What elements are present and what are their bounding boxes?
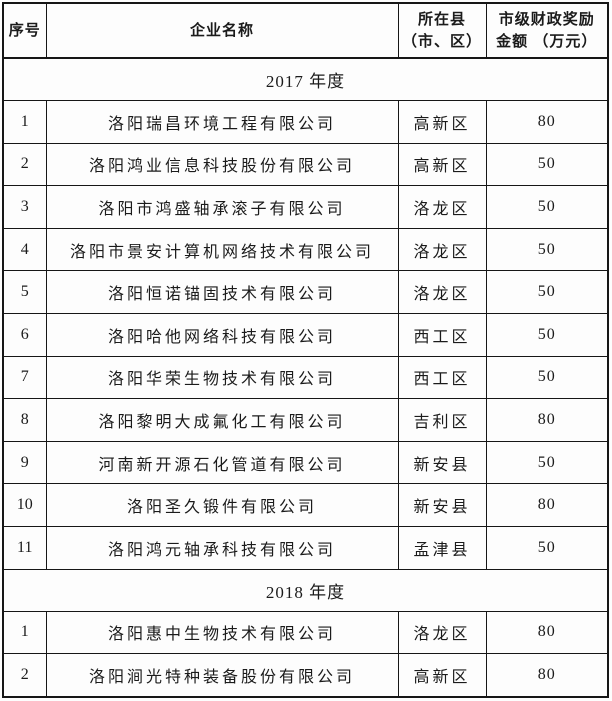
cell-serial: 3	[2, 185, 47, 229]
table-row: 5 洛阳恒诺锚固技术有限公司 洛龙区 50	[2, 270, 609, 314]
header-enterprise-name: 企业名称	[45, 2, 399, 59]
cell-district: 新安县	[397, 483, 487, 527]
cell-serial: 5	[2, 270, 47, 314]
cell-amount: 50	[485, 270, 609, 314]
section-row-2017: 2017 年度	[2, 57, 609, 101]
table-row: 1 洛阳瑞昌环境工程有限公司 高新区 80	[2, 100, 609, 144]
cell-district: 新安县	[397, 440, 487, 485]
header-reward-amount: 市级财政奖励 金额 （万元）	[485, 2, 609, 59]
cell-amount: 50	[485, 355, 609, 400]
cell-serial: 9	[2, 440, 47, 485]
cell-enterprise-name: 洛阳鸿元轴承科技有限公司	[45, 525, 399, 570]
table-row: 10 洛阳圣久锻件有限公司 新安县 80	[2, 483, 609, 527]
cell-district: 西工区	[397, 312, 487, 357]
header-district-line1: 所在县	[417, 10, 466, 28]
cell-amount: 80	[485, 483, 609, 527]
cell-enterprise-name: 河南新开源石化管道有限公司	[45, 440, 399, 485]
table-row: 8 洛阳黎明大成氟化工有限公司 吉利区 80	[2, 398, 609, 442]
cell-amount: 50	[485, 227, 609, 272]
cell-district: 洛龙区	[397, 270, 487, 314]
cell-enterprise-name: 洛阳市景安计算机网络技术有限公司	[45, 227, 399, 272]
cell-serial: 11	[2, 525, 47, 570]
cell-serial: 7	[2, 355, 47, 400]
cell-serial: 2	[2, 142, 47, 187]
header-serial-number: 序号	[2, 2, 47, 59]
cell-serial: 6	[2, 312, 47, 357]
section-row-2018: 2018 年度	[2, 568, 609, 612]
cell-enterprise-name: 洛阳鸿业信息科技股份有限公司	[45, 142, 399, 187]
cell-amount: 80	[485, 610, 609, 655]
cell-district: 高新区	[397, 142, 487, 187]
cell-amount: 50	[485, 525, 609, 570]
cell-district: 吉利区	[397, 398, 487, 442]
cell-enterprise-name: 洛阳恒诺锚固技术有限公司	[45, 270, 399, 314]
cell-amount: 80	[485, 100, 609, 144]
table-row: 1 洛阳惠中生物技术有限公司 洛龙区 80	[2, 610, 609, 655]
cell-serial: 8	[2, 398, 47, 442]
cell-enterprise-name: 洛阳惠中生物技术有限公司	[45, 610, 399, 655]
cell-serial: 10	[2, 483, 47, 527]
section-title-2017: 2017 年度	[2, 57, 609, 101]
cell-amount: 50	[485, 142, 609, 187]
cell-district: 洛龙区	[397, 185, 487, 229]
cell-enterprise-name: 洛阳华荣生物技术有限公司	[45, 355, 399, 400]
cell-serial: 1	[2, 610, 47, 655]
cell-district: 西工区	[397, 355, 487, 400]
header-reward-amount-line1: 市级财政奖励	[498, 10, 595, 28]
section-title-2018: 2018 年度	[2, 568, 609, 612]
table-row: 6 洛阳哈他网络科技有限公司 西工区 50	[2, 312, 609, 357]
cell-district: 洛龙区	[397, 227, 487, 272]
cell-enterprise-name: 洛阳黎明大成氟化工有限公司	[45, 398, 399, 442]
cell-amount: 80	[485, 398, 609, 442]
header-row: 序号 企业名称 所在县 （市、区） 市级财政奖励 金额 （万元）	[2, 2, 609, 59]
table-row: 7 洛阳华荣生物技术有限公司 西工区 50	[2, 355, 609, 400]
table-row: 9 河南新开源石化管道有限公司 新安县 50	[2, 440, 609, 485]
cell-district: 洛龙区	[397, 610, 487, 655]
cell-enterprise-name: 洛阳圣久锻件有限公司	[45, 483, 399, 527]
table-row: 2 洛阳鸿业信息科技股份有限公司 高新区 50	[2, 142, 609, 187]
cell-enterprise-name: 洛阳瑞昌环境工程有限公司	[45, 100, 399, 144]
cell-amount: 50	[485, 312, 609, 357]
header-district-line2: （市、区）	[401, 32, 482, 50]
cell-serial: 2	[2, 653, 47, 698]
cell-enterprise-name: 洛阳市鸿盛轴承滚子有限公司	[45, 185, 399, 229]
header-district: 所在县 （市、区）	[397, 2, 487, 59]
cell-district: 高新区	[397, 100, 487, 144]
cell-enterprise-name: 洛阳哈他网络科技有限公司	[45, 312, 399, 357]
cell-district: 孟津县	[397, 525, 487, 570]
cell-amount: 80	[485, 653, 609, 698]
table-row: 4 洛阳市景安计算机网络技术有限公司 洛龙区 50	[2, 227, 609, 272]
table-row: 11 洛阳鸿元轴承科技有限公司 孟津县 50	[2, 525, 609, 570]
cell-enterprise-name: 洛阳涧光特种装备股份有限公司	[45, 653, 399, 698]
cell-serial: 1	[2, 100, 47, 144]
cell-amount: 50	[485, 185, 609, 229]
table-row: 3 洛阳市鸿盛轴承滚子有限公司 洛龙区 50	[2, 185, 609, 229]
table-row: 2 洛阳涧光特种装备股份有限公司 高新区 80	[2, 653, 609, 698]
cell-serial: 4	[2, 227, 47, 272]
cell-amount: 50	[485, 440, 609, 485]
header-reward-amount-line2: 金额 （万元）	[496, 32, 598, 50]
cell-district: 高新区	[397, 653, 487, 698]
